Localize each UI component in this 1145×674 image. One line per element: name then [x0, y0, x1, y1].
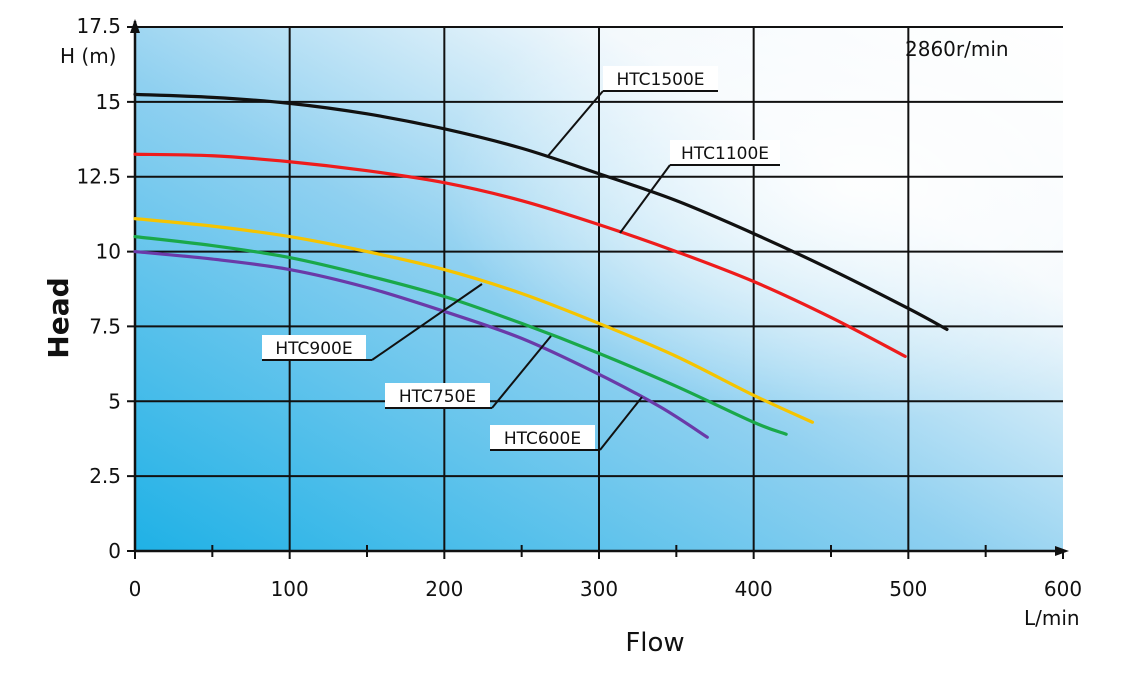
series-label-htc750e: HTC750E — [385, 335, 552, 409]
series-label-leader — [371, 283, 483, 361]
y-axis-title: Head — [42, 277, 75, 358]
x-axis-arrow-icon — [1055, 546, 1069, 556]
speed-annotation: 2860r/min — [905, 37, 1009, 61]
y-tick-label: 7.5 — [89, 314, 121, 338]
series-label-htc1500e: HTC1500E — [547, 66, 718, 157]
y-tick-label: 15 — [96, 90, 121, 114]
x-tick-label: 300 — [580, 577, 618, 601]
series-line-htc900e — [133, 217, 815, 424]
series-label-box — [490, 425, 595, 450]
y-unit-label: H (m) — [60, 44, 116, 68]
series-label-text: HTC1100E — [681, 144, 769, 164]
series-label-text: HTC900E — [275, 339, 352, 359]
series-label-text: HTC600E — [504, 429, 581, 449]
y-tick-label: 2.5 — [89, 464, 121, 488]
x-tick-label: 500 — [889, 577, 927, 601]
series-line-htc1500e — [133, 92, 949, 332]
series-label-leader — [547, 90, 604, 157]
y-tick-label: 10 — [96, 240, 121, 264]
series-line-htc1100e — [133, 152, 907, 358]
series-label-box — [262, 335, 366, 360]
y-tick-label: 17.5 — [76, 14, 121, 38]
x-tick-label: 400 — [735, 577, 773, 601]
series-label-box — [385, 383, 490, 408]
series-label-box — [670, 140, 780, 165]
series-label-leader — [599, 396, 643, 451]
series-label-text: HTC750E — [399, 387, 476, 407]
x-axis-title: Flow — [625, 628, 684, 658]
y-tick-label: 12.5 — [76, 165, 121, 189]
y-tick-label: 0 — [108, 539, 121, 563]
series-label-htc600e: HTC600E — [490, 396, 643, 451]
x-tick-label: 0 — [129, 577, 142, 601]
x-unit-label: L/min — [1024, 606, 1080, 630]
series-label-htc900e: HTC900E — [262, 283, 483, 361]
series-label-text: HTC1500E — [616, 70, 704, 90]
series-label-htc1100e: HTC1100E — [619, 140, 780, 234]
series-label-leader — [619, 164, 671, 234]
y-axis-arrow-icon — [130, 19, 140, 33]
x-tick-label: 100 — [271, 577, 309, 601]
x-tick-label: 600 — [1044, 577, 1082, 601]
series-label-leader — [491, 335, 552, 409]
y-tick-label: 5 — [108, 389, 121, 413]
series-line-htc750e — [133, 235, 788, 436]
x-tick-label: 200 — [425, 577, 463, 601]
series-line-htc600e — [133, 249, 709, 439]
series-label-box — [603, 66, 718, 91]
